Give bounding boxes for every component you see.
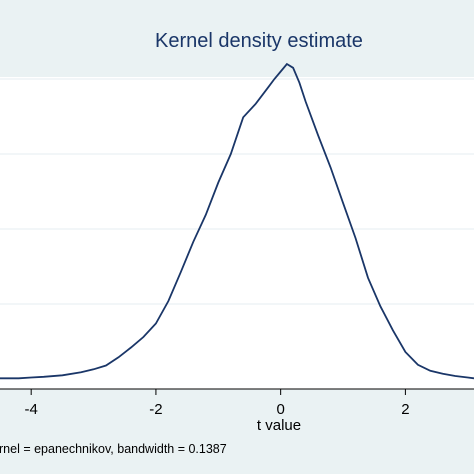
x-tick-label: 2 (401, 401, 409, 418)
gridlines (0, 78, 474, 305)
kernel-note: rnel = epanechnikov, bandwidth = 0.1387 (0, 442, 227, 456)
x-axis-ticks: -4 -2 0 2 (25, 389, 410, 418)
x-axis-label: t value (257, 417, 301, 434)
x-tick-label: -4 (25, 401, 38, 418)
plot-area (0, 77, 474, 389)
x-tick-label: -2 (149, 401, 162, 418)
density-curve (0, 62, 474, 380)
chart-title: Kernel density estimate (155, 30, 363, 52)
x-tick-label: 0 (276, 401, 284, 418)
